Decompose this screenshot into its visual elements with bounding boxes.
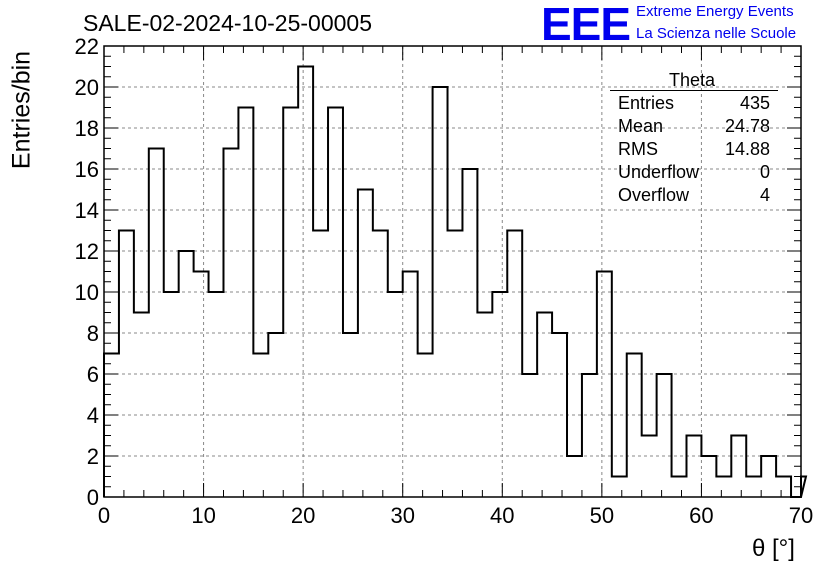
histogram-bin: [253, 354, 268, 498]
x-tick-label: 0: [98, 503, 110, 528]
stat-value-mean: 24.78: [724, 116, 770, 136]
histogram-bin: [358, 190, 373, 498]
x-tick-label: 60: [689, 503, 713, 528]
stat-value-underflow: 0: [759, 162, 770, 182]
logo-line-2: La Scienza nelle Scuole: [636, 25, 797, 42]
y-tick-label: 12: [75, 239, 99, 264]
histogram-bin: [179, 251, 194, 497]
y-tick-label: 10: [75, 280, 99, 305]
histogram-bin: [672, 477, 687, 498]
histogram-bin: [582, 374, 597, 497]
y-tick-label: 4: [87, 403, 99, 428]
histogram-bin: [209, 292, 224, 497]
histogram-bin: [223, 149, 238, 498]
y-axis-label: Entries/bin: [7, 50, 36, 170]
histogram-bin: [238, 108, 253, 498]
histogram-bin: [328, 108, 343, 498]
y-tick-label: 2: [87, 444, 99, 469]
x-tick-label: 50: [590, 503, 614, 528]
histogram-bin: [119, 231, 134, 498]
stat-value-entries: 435: [739, 93, 770, 113]
histogram-bin: [492, 292, 507, 497]
x-tick-label: 20: [291, 503, 315, 528]
stat-value-overflow: 4: [759, 185, 770, 205]
y-tick-label: 22: [75, 34, 99, 59]
histogram-bin: [388, 292, 403, 497]
y-tick-label: 6: [87, 362, 99, 387]
histogram-bin: [373, 231, 388, 498]
histogram-bin: [194, 272, 209, 498]
x-tick-label: 40: [490, 503, 514, 528]
histogram-bin: [522, 374, 537, 497]
histogram-bin: [731, 436, 746, 498]
y-tick-label: 8: [87, 321, 99, 346]
y-tick-label: 20: [75, 75, 99, 100]
histogram-bin: [567, 456, 582, 497]
histogram-bin: [164, 292, 179, 497]
y-tick-label: 16: [75, 157, 99, 182]
histogram-bin: [746, 477, 761, 498]
histogram-bin: [612, 477, 627, 498]
stat-label-mean: Mean: [618, 116, 664, 136]
eee-logo: EEE: [541, 0, 631, 50]
stat-label-entries: Entries: [618, 93, 675, 113]
histogram-bin: [507, 231, 522, 498]
histogram-bin: [701, 456, 716, 497]
x-tick-label: 10: [191, 503, 215, 528]
histogram-series-line: [103, 65, 808, 498]
histogram-bin: [686, 436, 701, 498]
chart-title: SALE-02-2024-10-25-00005: [83, 10, 372, 36]
histogram-bin: [298, 67, 313, 498]
histogram-bin: [134, 313, 149, 498]
logo-line-1: Extreme Energy Events: [636, 3, 794, 20]
stats-divider: [610, 90, 778, 91]
stat-value-rms: 14.88: [724, 139, 770, 159]
histogram-bin: [716, 477, 731, 498]
histogram-bin: [642, 436, 657, 498]
histogram-bin: [313, 231, 328, 498]
histogram-bin: [627, 354, 642, 498]
histogram-bin: [149, 149, 164, 498]
stat-label-overflow: Overflow: [618, 185, 690, 205]
histogram-bin: [776, 477, 791, 498]
stat-label-underflow: Underflow: [618, 162, 700, 182]
histogram-bin: [418, 354, 433, 498]
histogram-bin: [761, 456, 776, 497]
y-tick-label: 18: [75, 116, 99, 141]
y-tick-label: 14: [75, 198, 99, 223]
histogram-bin: [477, 313, 492, 498]
histogram-bin: [403, 272, 418, 498]
y-tick-label: 0: [87, 485, 99, 510]
x-tick-label: 30: [390, 503, 414, 528]
histogram-bin: [283, 108, 298, 498]
histogram-bin: [597, 272, 612, 498]
histogram-bin: [537, 313, 552, 498]
stats-title: Theta: [668, 70, 716, 90]
stat-label-rms: RMS: [618, 139, 658, 159]
histogram-bin: [448, 231, 463, 498]
histogram-bin: [657, 374, 672, 497]
x-tick-label: 70: [789, 503, 813, 528]
x-axis-label: θ [°]: [752, 535, 795, 562]
